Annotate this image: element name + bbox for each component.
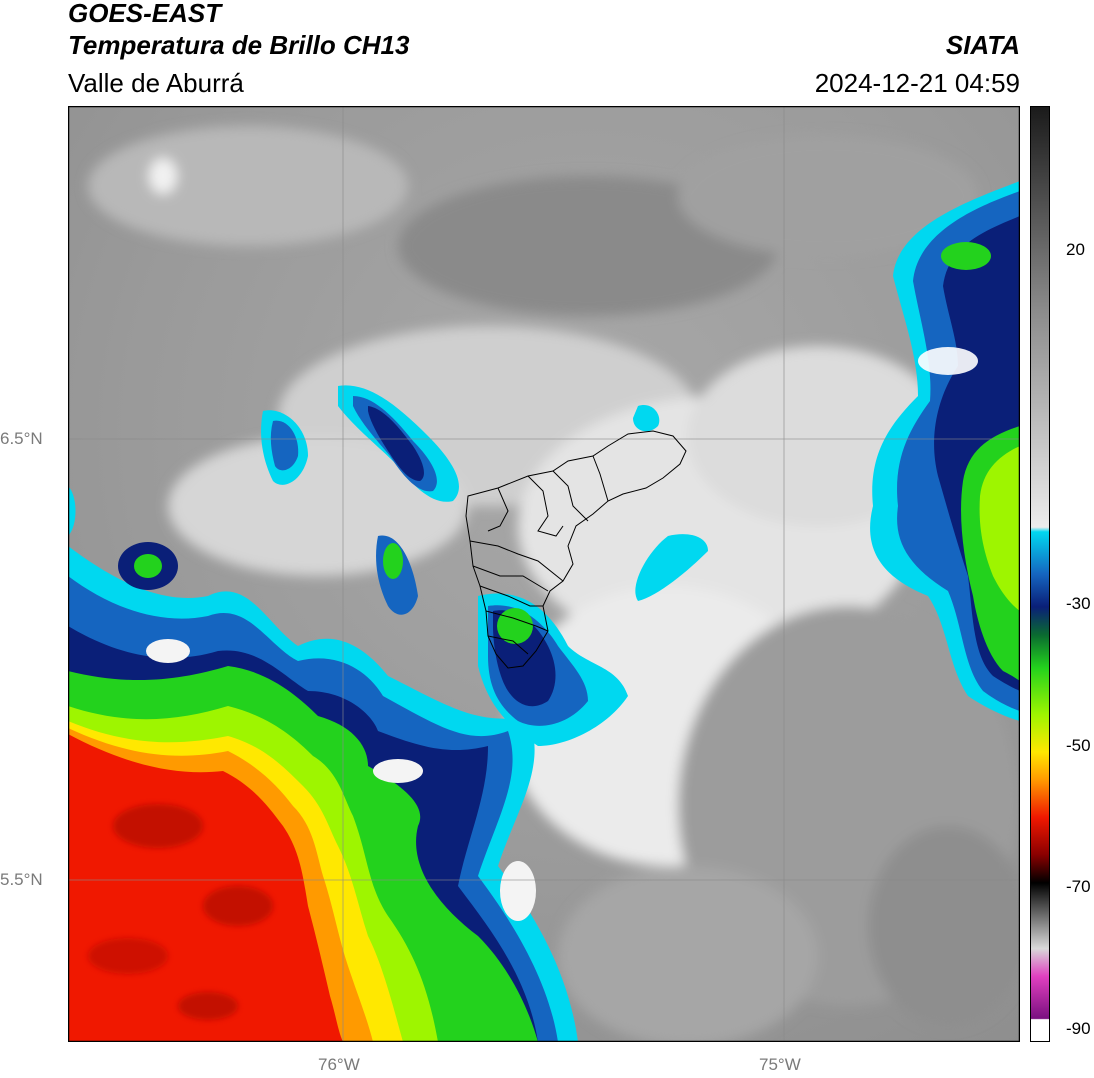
colorbar-tick-minus30: -30 xyxy=(1066,594,1091,613)
brightness-temperature-map xyxy=(68,106,1020,1042)
colorbar-tick-minus90: -90 xyxy=(1066,1019,1091,1038)
temperature-colorbar xyxy=(1030,106,1050,1042)
colorbar-tick-minus70: -70 xyxy=(1066,877,1091,896)
lat-tick-6.5: 6.5°N xyxy=(0,429,43,448)
lat-lon-grid xyxy=(68,106,1020,1042)
satellite-title: GOES-EAST xyxy=(68,0,222,28)
agency-label: SIATA xyxy=(945,30,1020,60)
lon-tick-75: 75°W xyxy=(759,1055,801,1074)
lat-tick-5.5: 5.5°N xyxy=(0,870,43,889)
lon-tick-76: 76°W xyxy=(318,1055,360,1074)
datetime-label: 2024-12-21 04:59 xyxy=(814,68,1020,98)
colorbar-tick-minus50: -50 xyxy=(1066,736,1091,755)
colorbar-tick-20: 20 xyxy=(1066,240,1085,259)
region-label: Valle de Aburrá xyxy=(68,68,244,98)
municipal-boundaries xyxy=(465,430,687,669)
product-title: Temperatura de Brillo CH13 xyxy=(68,30,410,60)
